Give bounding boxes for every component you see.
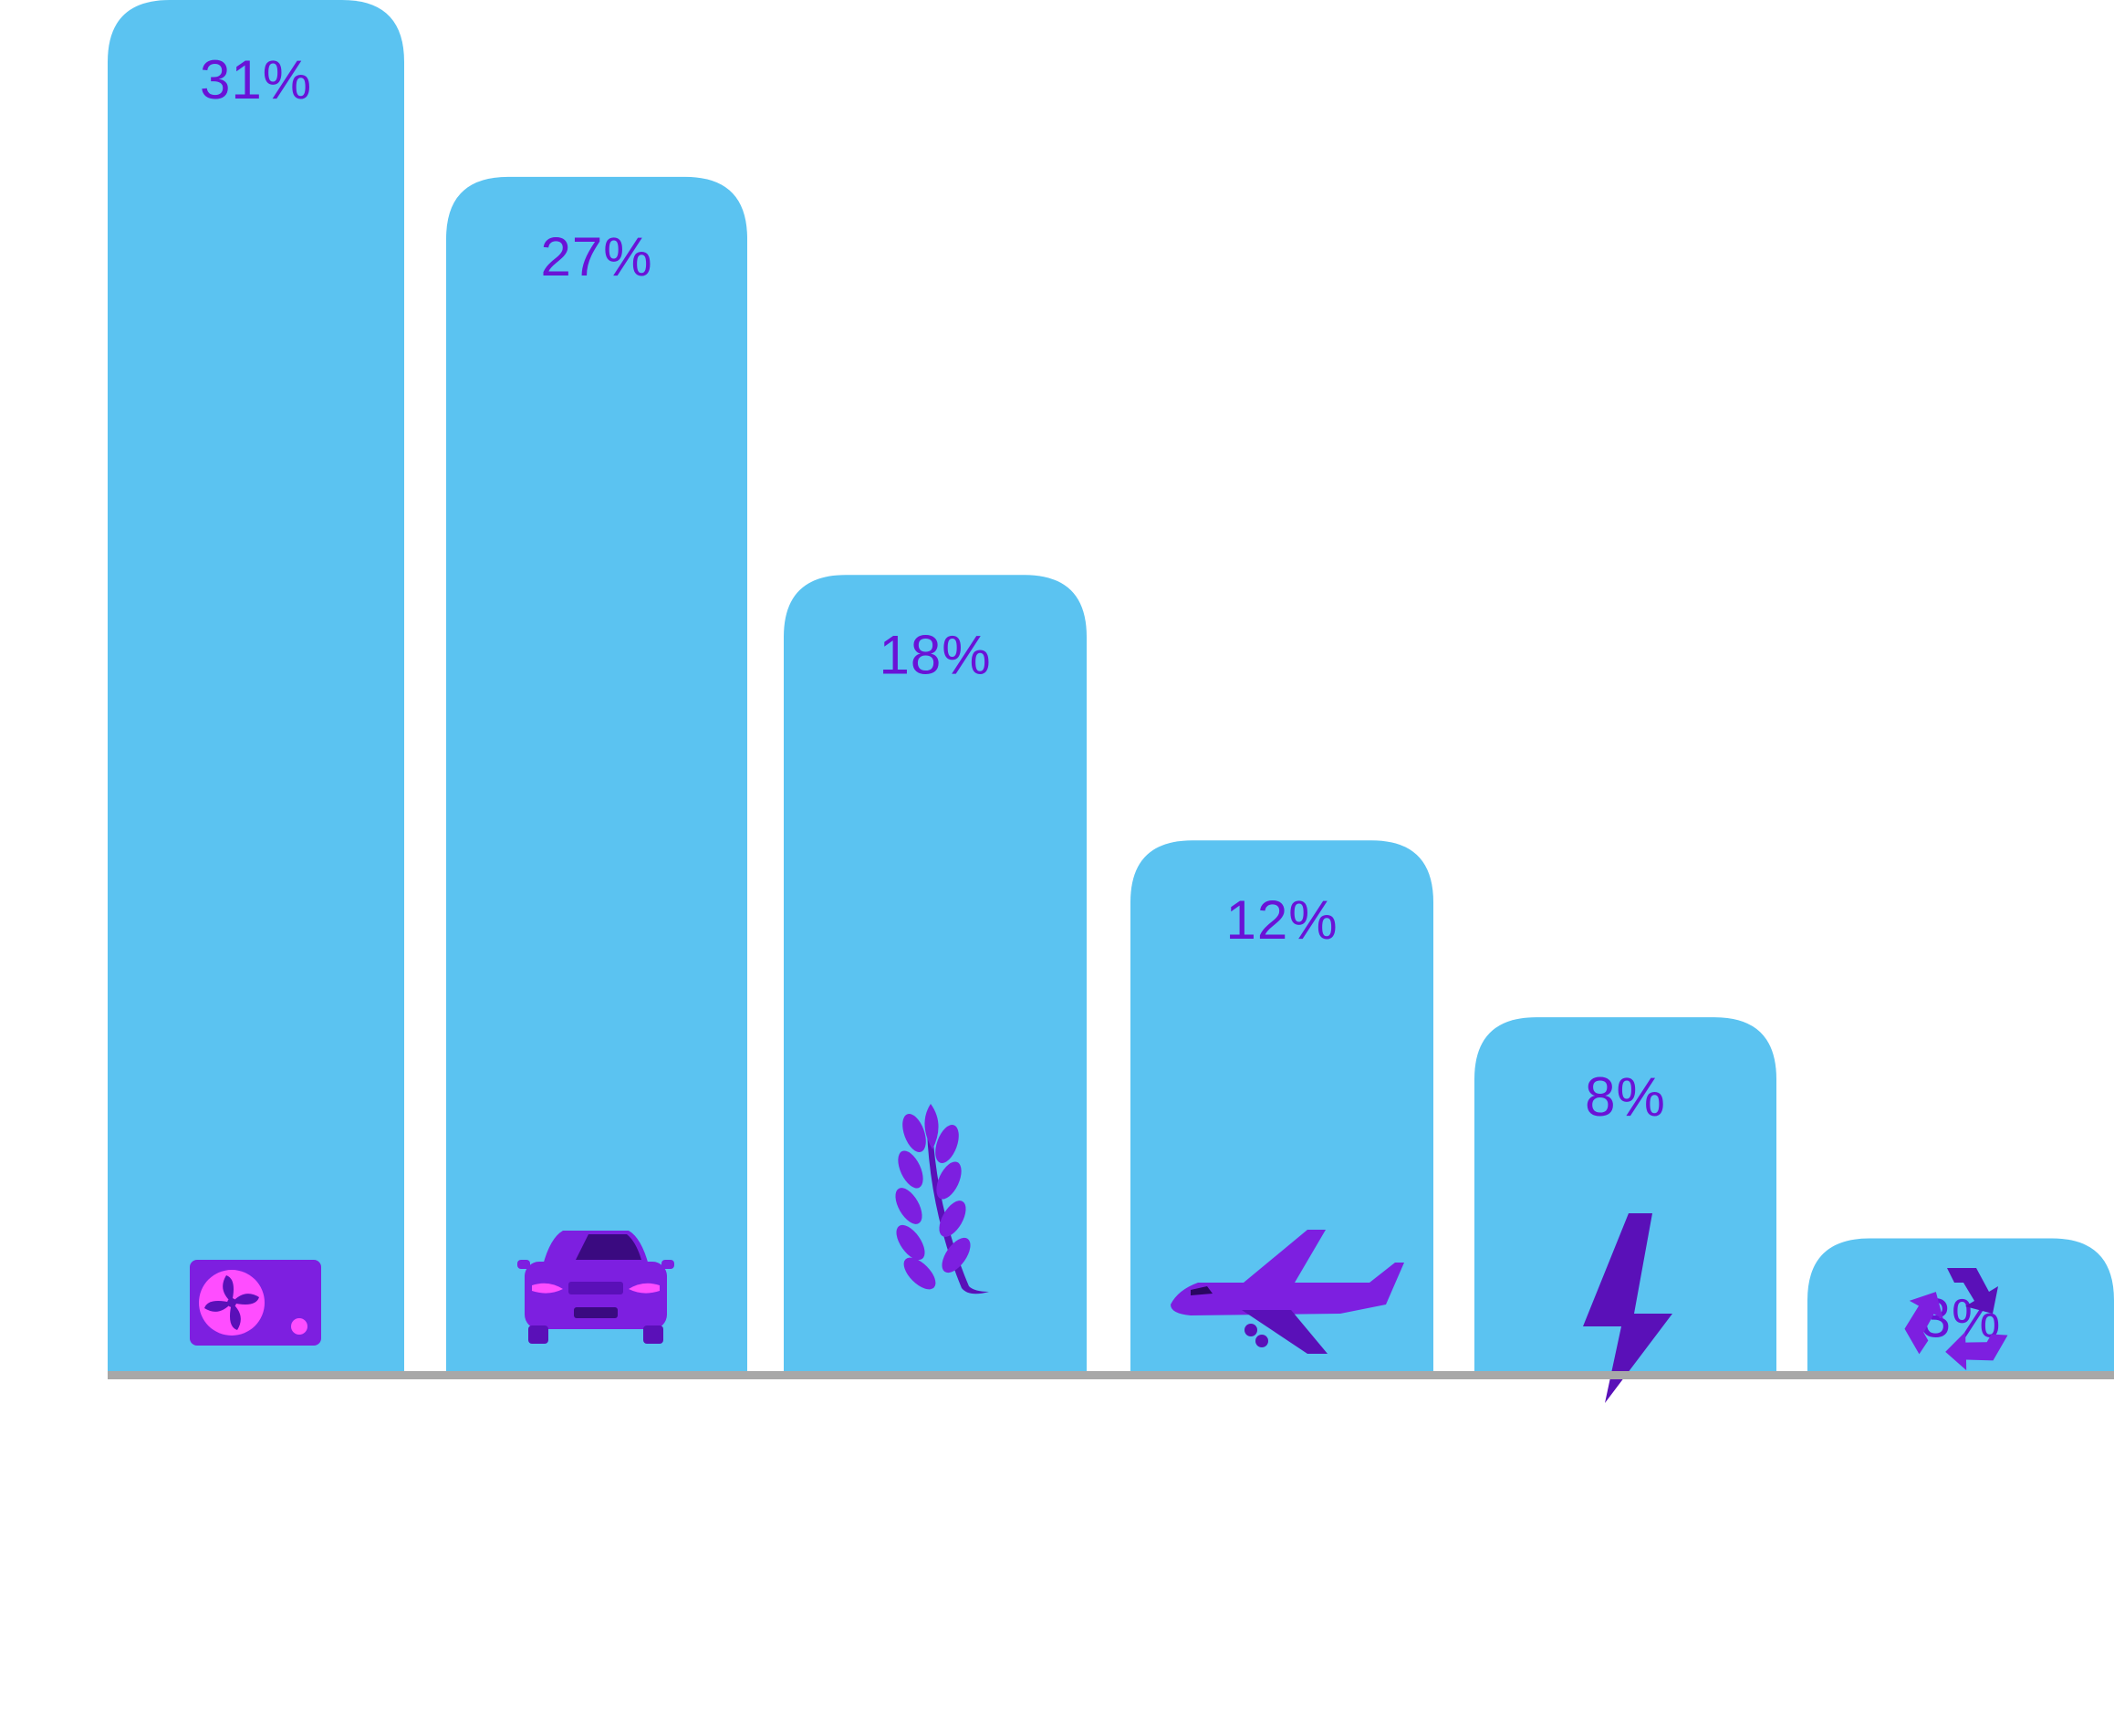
bar-6 [1807, 1238, 2114, 1371]
bar-3 [784, 575, 1087, 1371]
car-icon [517, 1231, 674, 1344]
data-label-3: 18% [879, 624, 991, 685]
bar-5 [1474, 1017, 1776, 1371]
data-label-5: 8% [1585, 1066, 1666, 1128]
data-label-2: 27% [540, 226, 652, 287]
bar-4 [1130, 840, 1433, 1371]
data-label-1: 31% [200, 49, 312, 110]
icons-group [190, 1104, 2008, 1403]
data-label-4: 12% [1225, 889, 1338, 951]
airplane-icon [1171, 1230, 1404, 1354]
lightning-icon [1583, 1213, 1672, 1403]
wheat-icon [895, 1104, 989, 1294]
recycle-icon [1904, 1268, 2008, 1371]
x-axis-baseline [108, 1371, 2114, 1379]
fan-unit-icon [190, 1260, 321, 1346]
bar-1 [108, 0, 404, 1371]
bars-group [108, 0, 2114, 1371]
bar-2 [446, 176, 747, 1371]
